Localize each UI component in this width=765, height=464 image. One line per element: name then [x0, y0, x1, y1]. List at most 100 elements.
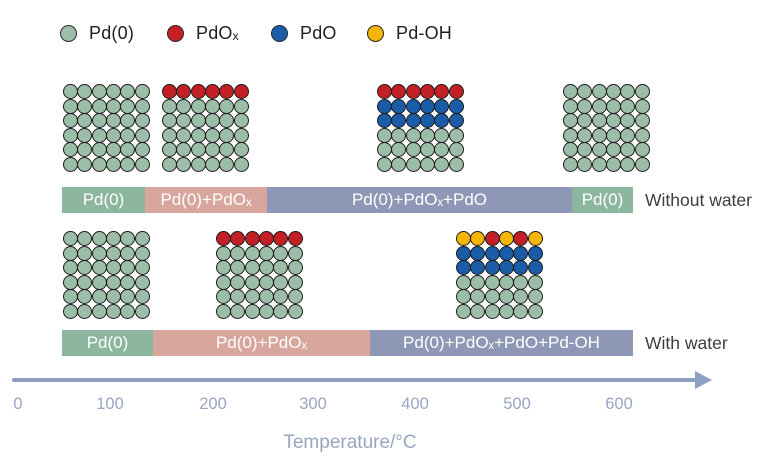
legend-item: PdOₓ — [167, 23, 271, 44]
atom-circle — [470, 231, 486, 246]
axis-tick-label: 0 — [13, 395, 23, 413]
atom-circle — [176, 142, 192, 157]
atom-circle — [134, 156, 150, 172]
atom-circle — [216, 260, 231, 275]
atom-circle — [456, 260, 471, 275]
atom-grid-row — [63, 127, 150, 143]
atom-circle — [434, 84, 450, 99]
atom-circle — [63, 289, 78, 304]
atom-circle — [63, 231, 78, 246]
atom-circle — [63, 98, 78, 114]
atom-circle — [605, 142, 621, 157]
atom-circle — [190, 98, 206, 114]
axis-tick-label: 300 — [299, 395, 327, 413]
atom-grid-row — [162, 98, 249, 114]
atom-grid-row — [456, 245, 543, 261]
axis-tick-label: 600 — [605, 395, 633, 413]
atom-circle — [120, 260, 136, 275]
atom-circle — [176, 127, 192, 143]
atom-circle — [434, 156, 450, 172]
atom-circle — [577, 156, 593, 172]
axis-arrowhead-icon — [695, 371, 712, 389]
atom-circle — [419, 84, 435, 99]
atom-circle — [484, 231, 500, 246]
phase-bar-segment-label: Pd(0)+PdOₓ+PdO+Pd-OH — [403, 333, 600, 352]
atom-circle — [91, 98, 107, 114]
atom-circle — [134, 289, 150, 304]
atom-circle — [105, 303, 121, 319]
atom-circle — [91, 156, 107, 172]
atom-circle — [91, 245, 107, 261]
atom-grid-row — [63, 113, 150, 128]
legend-swatch-icon — [167, 24, 184, 42]
atom-circle — [577, 98, 593, 114]
atom-circle — [120, 231, 136, 246]
legend: Pd(0) PdOₓ PdO Pd-OH — [60, 22, 452, 44]
atom-circle — [513, 260, 529, 275]
atom-circle — [377, 127, 392, 143]
atom-circle — [287, 303, 303, 319]
atom-grid-row — [456, 260, 543, 275]
atom-grid-row — [63, 142, 150, 157]
atom-circle — [219, 98, 235, 114]
atom-circle — [634, 98, 650, 114]
atom-circle — [230, 274, 246, 290]
atom-circle — [273, 274, 289, 290]
atom-circle — [120, 303, 136, 319]
atom-circle — [91, 274, 107, 290]
atom-grid — [456, 231, 543, 319]
atom-circle — [527, 303, 543, 319]
atom-circle — [527, 231, 543, 246]
atom-circle — [77, 303, 93, 319]
atom-grid-row — [216, 303, 303, 319]
atom-circle — [233, 84, 249, 99]
atom-circle — [527, 260, 543, 275]
atom-circle — [498, 274, 514, 290]
legend-label: PdOₓ — [196, 22, 239, 43]
atom-circle — [63, 84, 78, 99]
atom-circle — [513, 231, 529, 246]
atom-circle — [176, 113, 192, 128]
atom-circle — [162, 113, 177, 128]
atom-circle — [176, 98, 192, 114]
legend-swatch-icon — [367, 24, 384, 42]
legend-swatch-icon — [60, 24, 77, 42]
atom-circle — [419, 98, 435, 114]
atom-grid-row — [456, 231, 543, 246]
axis-tick-label: 100 — [96, 395, 124, 413]
atom-grid-row — [377, 127, 464, 143]
atom-circle — [577, 142, 593, 157]
atom-circle — [105, 127, 121, 143]
atom-circle — [77, 156, 93, 172]
phase-bar-segment: Pd(0)+PdOₓ+PdO — [267, 187, 572, 213]
atom-circle — [77, 127, 93, 143]
phase-bar-segment: Pd(0) — [62, 187, 145, 213]
atom-circle — [190, 84, 206, 99]
atom-circle — [605, 98, 621, 114]
atom-circle — [105, 156, 121, 172]
atom-circle — [419, 156, 435, 172]
atom-circle — [162, 142, 177, 157]
atom-circle — [405, 156, 421, 172]
atom-circle — [605, 156, 621, 172]
atom-circle — [456, 274, 471, 290]
phase-bar-segment: Pd(0)+PdOₓ+PdO+Pd-OH — [370, 330, 633, 356]
atom-circle — [134, 231, 150, 246]
atom-circle — [470, 245, 486, 261]
atom-circle — [634, 84, 650, 99]
atom-circle — [498, 260, 514, 275]
atom-circle — [120, 142, 136, 157]
atom-circle — [233, 156, 249, 172]
atom-grid-row — [63, 84, 150, 99]
atom-circle — [233, 113, 249, 128]
atom-grid-row — [216, 274, 303, 290]
atom-circle — [577, 84, 593, 99]
atom-circle — [591, 127, 607, 143]
atom-circle — [470, 303, 486, 319]
phase-bar-segment-label: Pd(0) — [581, 190, 624, 209]
atom-circle — [620, 156, 636, 172]
atom-circle — [591, 113, 607, 128]
atom-circle — [470, 274, 486, 290]
atom-circle — [391, 127, 407, 143]
atom-circle — [405, 98, 421, 114]
